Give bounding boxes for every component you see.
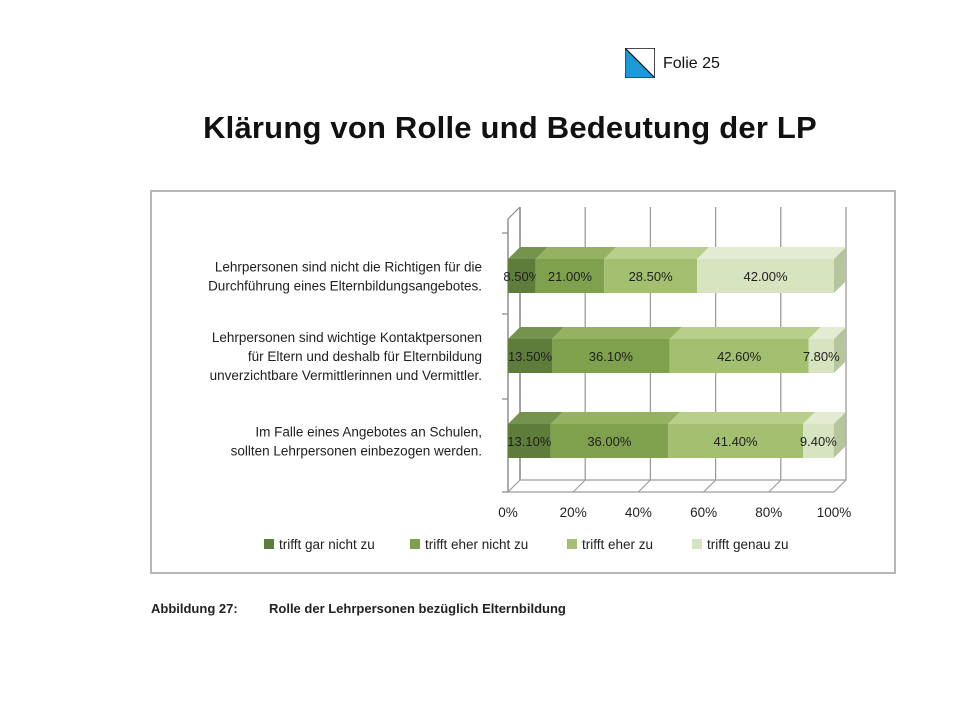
data-label: 8.50% — [503, 269, 540, 284]
bar-side — [834, 327, 846, 373]
bar-top — [803, 412, 846, 424]
bar-segment: 21.00% — [535, 247, 617, 293]
category-label: für Eltern und deshalb für Elternbildung — [248, 349, 482, 364]
floor-grid — [507, 479, 521, 493]
bar-front — [535, 259, 605, 293]
chart-frame: 8.50% 21.00% 28.50% 42.00% 13.50% 36.10% 42.60… — [150, 190, 896, 574]
bar-segment: 36.00% — [550, 412, 681, 458]
bar-front — [668, 424, 804, 458]
bar-front — [550, 424, 669, 458]
bar-front — [808, 339, 834, 373]
bar-segment: 36.10% — [552, 327, 682, 373]
legend-swatch — [264, 539, 274, 549]
bar-front — [508, 259, 536, 293]
x-tick-label: 40% — [625, 505, 652, 520]
legend-swatch — [410, 539, 420, 549]
data-label: 42.00% — [743, 269, 788, 284]
bar-top — [508, 327, 565, 339]
bar-front — [697, 259, 834, 293]
figure-caption: Abbildung 27: Rolle der Lehrpersonen bez… — [151, 601, 566, 616]
data-label: 7.80% — [803, 349, 840, 364]
data-label: 36.10% — [589, 349, 634, 364]
bar-front — [669, 339, 809, 373]
bar-top — [604, 247, 710, 259]
bar-top — [808, 327, 846, 339]
legend-label: trifft gar nicht zu — [279, 537, 375, 552]
bar-front — [508, 339, 553, 373]
bar-segment: 28.50% — [604, 247, 710, 293]
bar-segment: 8.50% — [503, 247, 548, 293]
wall-edge — [507, 206, 521, 220]
bar-top — [550, 412, 681, 424]
x-tick-label: 20% — [560, 505, 587, 520]
slide-title: Klärung von Rolle und Bedeutung der LP — [203, 110, 817, 145]
bar-top — [508, 412, 563, 424]
bar-segment: 7.80% — [803, 327, 846, 373]
data-label: 41.40% — [714, 434, 759, 449]
bar-segment: 42.60% — [669, 327, 821, 373]
bar-front — [508, 424, 551, 458]
data-label: 21.00% — [548, 269, 593, 284]
data-label: 13.10% — [507, 434, 552, 449]
bar-segment: 13.10% — [507, 412, 563, 458]
floor-grid — [768, 479, 782, 493]
data-label: 13.50% — [508, 349, 553, 364]
bar-top — [535, 247, 617, 259]
bar-segment: 13.50% — [508, 327, 565, 373]
data-label: 28.50% — [629, 269, 674, 284]
legend-item: trifft eher zu — [567, 537, 653, 552]
floor-grid — [833, 479, 847, 493]
bar-top — [668, 412, 816, 424]
bar-segment: 9.40% — [800, 412, 846, 458]
slide-number: Folie 25 — [663, 55, 720, 72]
legend-item: trifft gar nicht zu — [264, 537, 375, 552]
bar-front — [803, 424, 834, 458]
stacked-bar-chart: 8.50% 21.00% 28.50% 42.00% 13.50% 36.10% 42.60… — [208, 206, 852, 552]
bar-top — [552, 327, 682, 339]
legend-item: trifft eher nicht zu — [410, 537, 528, 552]
legend-label: trifft eher zu — [582, 537, 653, 552]
bar-top — [508, 247, 548, 259]
bar-front — [552, 339, 670, 373]
caption-text: Rolle der Lehrpersonen bezüglich Elternb… — [269, 601, 566, 616]
bar-side — [833, 412, 846, 458]
data-label: 36.00% — [587, 434, 632, 449]
bar-segment: 42.00% — [697, 247, 846, 293]
caption-label: Abbildung 27: — [151, 601, 238, 616]
data-label: 42.60% — [717, 349, 762, 364]
category-label: Lehrpersonen sind wichtige Kontaktperson… — [212, 330, 482, 345]
legend-swatch — [567, 539, 577, 549]
bar-segment: 41.40% — [668, 412, 816, 458]
floor-grid — [637, 479, 651, 493]
data-label: 9.40% — [800, 434, 837, 449]
x-tick-label: 80% — [755, 505, 782, 520]
legend-label: trifft eher nicht zu — [425, 537, 528, 552]
x-tick-label: 0% — [498, 505, 518, 520]
category-label: Im Falle eines Angebotes an Schulen, — [255, 425, 482, 440]
category-label: Lehrpersonen sind nicht die Richtigen fü… — [215, 260, 482, 275]
bar-top — [669, 327, 821, 339]
bar-top — [697, 247, 846, 259]
floor-grid — [703, 479, 717, 493]
legend-item: trifft genau zu — [692, 537, 789, 552]
category-label: unverzichtbare Vermittlerinnen und Vermi… — [210, 368, 482, 383]
category-label: Durchführung eines Elternbildungsangebot… — [208, 279, 482, 294]
logo-icon — [625, 48, 655, 78]
bar-front — [604, 259, 698, 293]
floor-grid — [572, 479, 586, 493]
bar-side — [834, 247, 846, 293]
legend-swatch — [692, 539, 702, 549]
category-label: sollten Lehrpersonen einbezogen werden. — [231, 444, 482, 459]
x-tick-label: 100% — [817, 505, 852, 520]
legend-label: trifft genau zu — [707, 537, 789, 552]
x-tick-label: 60% — [690, 505, 717, 520]
